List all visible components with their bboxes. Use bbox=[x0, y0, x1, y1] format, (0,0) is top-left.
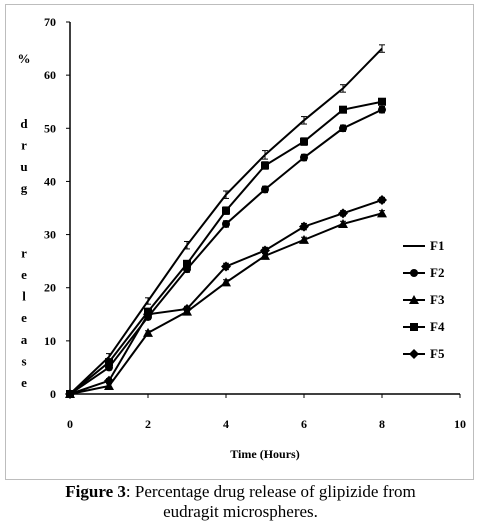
x-tick-label: 6 bbox=[301, 417, 307, 431]
series-f5-point bbox=[338, 208, 348, 219]
series-f3-point bbox=[143, 327, 153, 337]
series-f3-point bbox=[338, 218, 348, 228]
series-f4-point bbox=[261, 161, 269, 170]
series-f5-point bbox=[377, 195, 387, 206]
y-tick-label: 20 bbox=[44, 281, 56, 295]
legend-marker bbox=[409, 295, 419, 304]
caption-line-2: eudragit microspheres. bbox=[163, 502, 318, 521]
x-tick-label: 2 bbox=[145, 417, 151, 431]
series-f5-line bbox=[69, 199, 383, 395]
legend-label: F1 bbox=[430, 238, 444, 253]
y-axis-title-char: s bbox=[21, 353, 26, 368]
series-f5-point bbox=[65, 389, 75, 399]
legend-label: F3 bbox=[430, 292, 445, 307]
y-tick-label: 30 bbox=[44, 228, 56, 242]
series-f2-point bbox=[261, 185, 269, 194]
series-f2-point bbox=[378, 105, 386, 114]
y-axis-title-char: l bbox=[22, 289, 26, 304]
y-tick-label: 50 bbox=[44, 121, 56, 135]
series-f4-point bbox=[378, 97, 386, 106]
chart-frame bbox=[5, 4, 474, 480]
series-f4-point bbox=[300, 137, 308, 146]
series-f4-point bbox=[183, 259, 191, 268]
series-f2-point bbox=[222, 219, 230, 228]
y-axis-title-char: r bbox=[21, 245, 27, 260]
x-tick-label: 10 bbox=[454, 417, 466, 431]
series-f2-point bbox=[300, 153, 308, 162]
y-tick-label: 40 bbox=[44, 174, 56, 188]
caption-line-1: Figure 3: Percentage drug release of gli… bbox=[0, 482, 481, 502]
series-f3-point bbox=[377, 208, 387, 218]
x-tick-label: 4 bbox=[223, 417, 229, 431]
series-f4-point bbox=[105, 358, 113, 367]
y-axis-title-char: % bbox=[18, 51, 31, 66]
y-tick-label: 0 bbox=[50, 387, 56, 401]
legend-marker bbox=[410, 323, 418, 331]
series-f5-point bbox=[299, 221, 309, 232]
legend-marker bbox=[409, 349, 419, 359]
legend-label: F2 bbox=[430, 265, 444, 280]
y-axis-title-char: a bbox=[21, 332, 28, 347]
figure-caption: Figure 3: Percentage drug release of gli… bbox=[0, 482, 481, 522]
x-tick-label: 0 bbox=[67, 417, 73, 431]
series-f5-point bbox=[260, 245, 270, 256]
series-f3-point bbox=[221, 277, 231, 287]
legend-label: F5 bbox=[430, 346, 445, 361]
series-f4-line bbox=[69, 100, 383, 395]
series-f5-point bbox=[221, 261, 231, 272]
figure-label: Figure 3 bbox=[65, 482, 126, 501]
series-f3-point bbox=[299, 234, 309, 244]
series-f4-point bbox=[222, 206, 230, 215]
y-axis-title-char: e bbox=[21, 267, 27, 282]
y-axis-title-char: u bbox=[20, 159, 27, 174]
y-axis-title-char: d bbox=[20, 116, 28, 131]
y-axis-title-char: e bbox=[21, 310, 27, 325]
x-axis-title: Time (Hours) bbox=[230, 447, 299, 461]
x-tick-label: 8 bbox=[379, 417, 385, 431]
series-f5-point bbox=[104, 375, 114, 386]
legend-label: F4 bbox=[430, 319, 445, 334]
y-axis-title-char: g bbox=[21, 181, 28, 196]
y-tick-label: 60 bbox=[44, 68, 56, 82]
y-axis-title-char: r bbox=[21, 137, 27, 152]
series-f5-point bbox=[182, 303, 192, 314]
y-tick-label: 70 bbox=[44, 15, 56, 29]
caption-text: : Percentage drug release of glipizide f… bbox=[125, 482, 416, 501]
series-f5-point bbox=[143, 309, 153, 320]
y-tick-label: 10 bbox=[44, 334, 56, 348]
series-f2-point bbox=[339, 124, 347, 133]
y-axis-title-char: e bbox=[21, 375, 27, 390]
series-f4-point bbox=[339, 105, 347, 114]
legend-marker bbox=[410, 269, 418, 277]
